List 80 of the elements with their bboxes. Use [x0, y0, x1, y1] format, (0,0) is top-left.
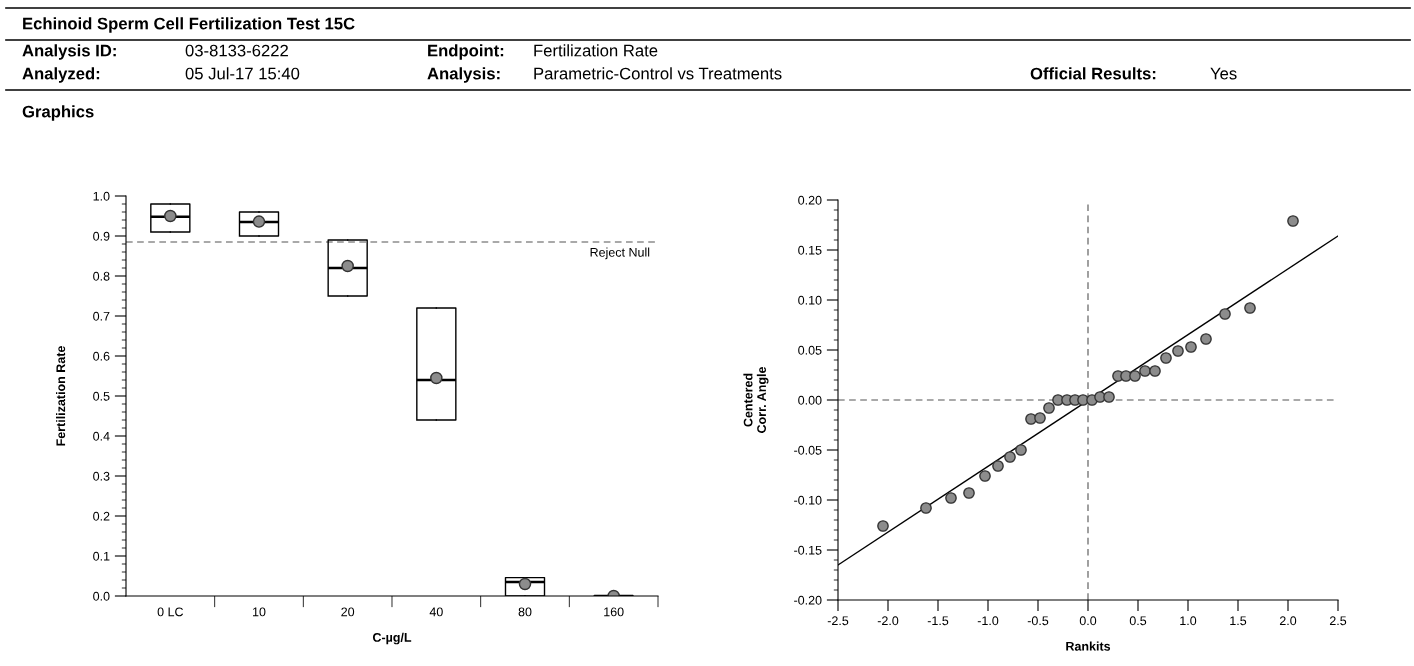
x-tick-label: -2.0	[877, 616, 899, 626]
y-tick-label: 0.8	[93, 271, 110, 281]
point	[920, 502, 932, 514]
x-tick-label: 40	[429, 607, 443, 617]
y-tick-label: 0.15	[798, 245, 822, 255]
point	[1287, 215, 1299, 227]
point	[992, 460, 1004, 472]
y-axis-title: Fertilization Rate	[56, 346, 66, 446]
point	[1103, 391, 1115, 403]
x-tick-label: 20	[341, 607, 355, 617]
point	[1129, 370, 1141, 382]
y-tick-label: 0.3	[93, 471, 110, 481]
y-tick-label: -0.20	[794, 595, 822, 605]
y-tick-label: 0.05	[798, 345, 822, 355]
x-tick-label: 1.0	[1180, 616, 1197, 626]
point	[1172, 345, 1184, 357]
chart-title: Echinoid Sperm Cell Fertilization Test 15C	[23, 17, 355, 33]
point	[1160, 352, 1172, 364]
x-axis-title: Rankits	[1066, 641, 1111, 651]
text: Endpoint:	[428, 44, 504, 60]
point	[1219, 308, 1231, 320]
y-tick-label: 0.9	[93, 231, 110, 241]
point	[979, 470, 991, 482]
y-tick-label: -0.05	[794, 445, 822, 455]
point	[1043, 402, 1055, 414]
x-tick-label: -0.5	[1027, 616, 1049, 626]
point	[1052, 394, 1064, 406]
text: Analyzed:	[22, 67, 100, 83]
x-tick-label: 80	[518, 607, 532, 617]
x-tick-label: 0 LC	[157, 607, 184, 617]
point	[1149, 365, 1161, 377]
text: Analysis:	[427, 67, 500, 83]
point	[1200, 333, 1212, 345]
y-tick-label: 0.6	[93, 351, 110, 361]
chart-subtitle: Graphics	[22, 105, 94, 121]
x-tick-label: 10	[253, 607, 266, 617]
x-tick-label: 2.5	[1329, 616, 1347, 626]
point	[963, 487, 975, 499]
y-tick-label: -0.15	[794, 545, 822, 555]
y-tick-label: 0.1	[93, 551, 110, 561]
text: Yes	[1210, 67, 1237, 80]
y-tick-label: 0.2	[93, 511, 110, 521]
text: Analysis ID:	[22, 44, 116, 60]
text: Parametric-Control vs Treatments	[534, 67, 782, 80]
point	[877, 520, 889, 532]
point	[1034, 412, 1046, 424]
x-tick-label: -1.0	[977, 616, 999, 626]
text: 03-8133-6222	[185, 44, 288, 57]
x-tick-label: 0.5	[1129, 616, 1147, 626]
point	[1015, 444, 1027, 456]
text: Fertilization Rate	[534, 44, 658, 57]
y-tick-label: 0.00	[798, 395, 822, 405]
x-tick-label: 2.0	[1279, 616, 1297, 626]
y-tick-label: 0.4	[93, 431, 110, 441]
y-tick-label: -0.10	[794, 495, 822, 505]
point	[1139, 365, 1151, 377]
point	[1077, 394, 1089, 406]
point	[1094, 391, 1106, 403]
y-tick-label: 0.0	[93, 591, 110, 601]
x-tick-label: -2.5	[827, 616, 849, 626]
y-tick-label: 0.20	[798, 195, 822, 205]
x-tick-label: 160	[604, 607, 624, 617]
x-tick-label: 0.0	[1079, 616, 1097, 626]
y-tick-label: 1.0	[93, 191, 110, 201]
text: 05 Jul-17 15:40	[185, 67, 300, 80]
y-tick-label: 0.10	[798, 295, 822, 305]
x-tick-label: 1.5	[1230, 616, 1247, 626]
y-tick-label: 0.7	[93, 311, 110, 321]
point	[1120, 370, 1132, 382]
y-axis-title: Centered Corr. Angle	[743, 366, 769, 433]
y-tick-label: 0.5	[93, 391, 110, 401]
point	[1185, 341, 1197, 353]
point	[1244, 302, 1256, 314]
ref-line-label: Reject Null	[590, 247, 650, 260]
text: Official Results:	[1030, 67, 1156, 80]
x-axis-title: C-µg/L	[372, 632, 412, 645]
point	[945, 492, 957, 504]
x-tick-label: -1.5	[927, 616, 949, 626]
point	[1025, 413, 1037, 425]
point	[1004, 451, 1016, 463]
